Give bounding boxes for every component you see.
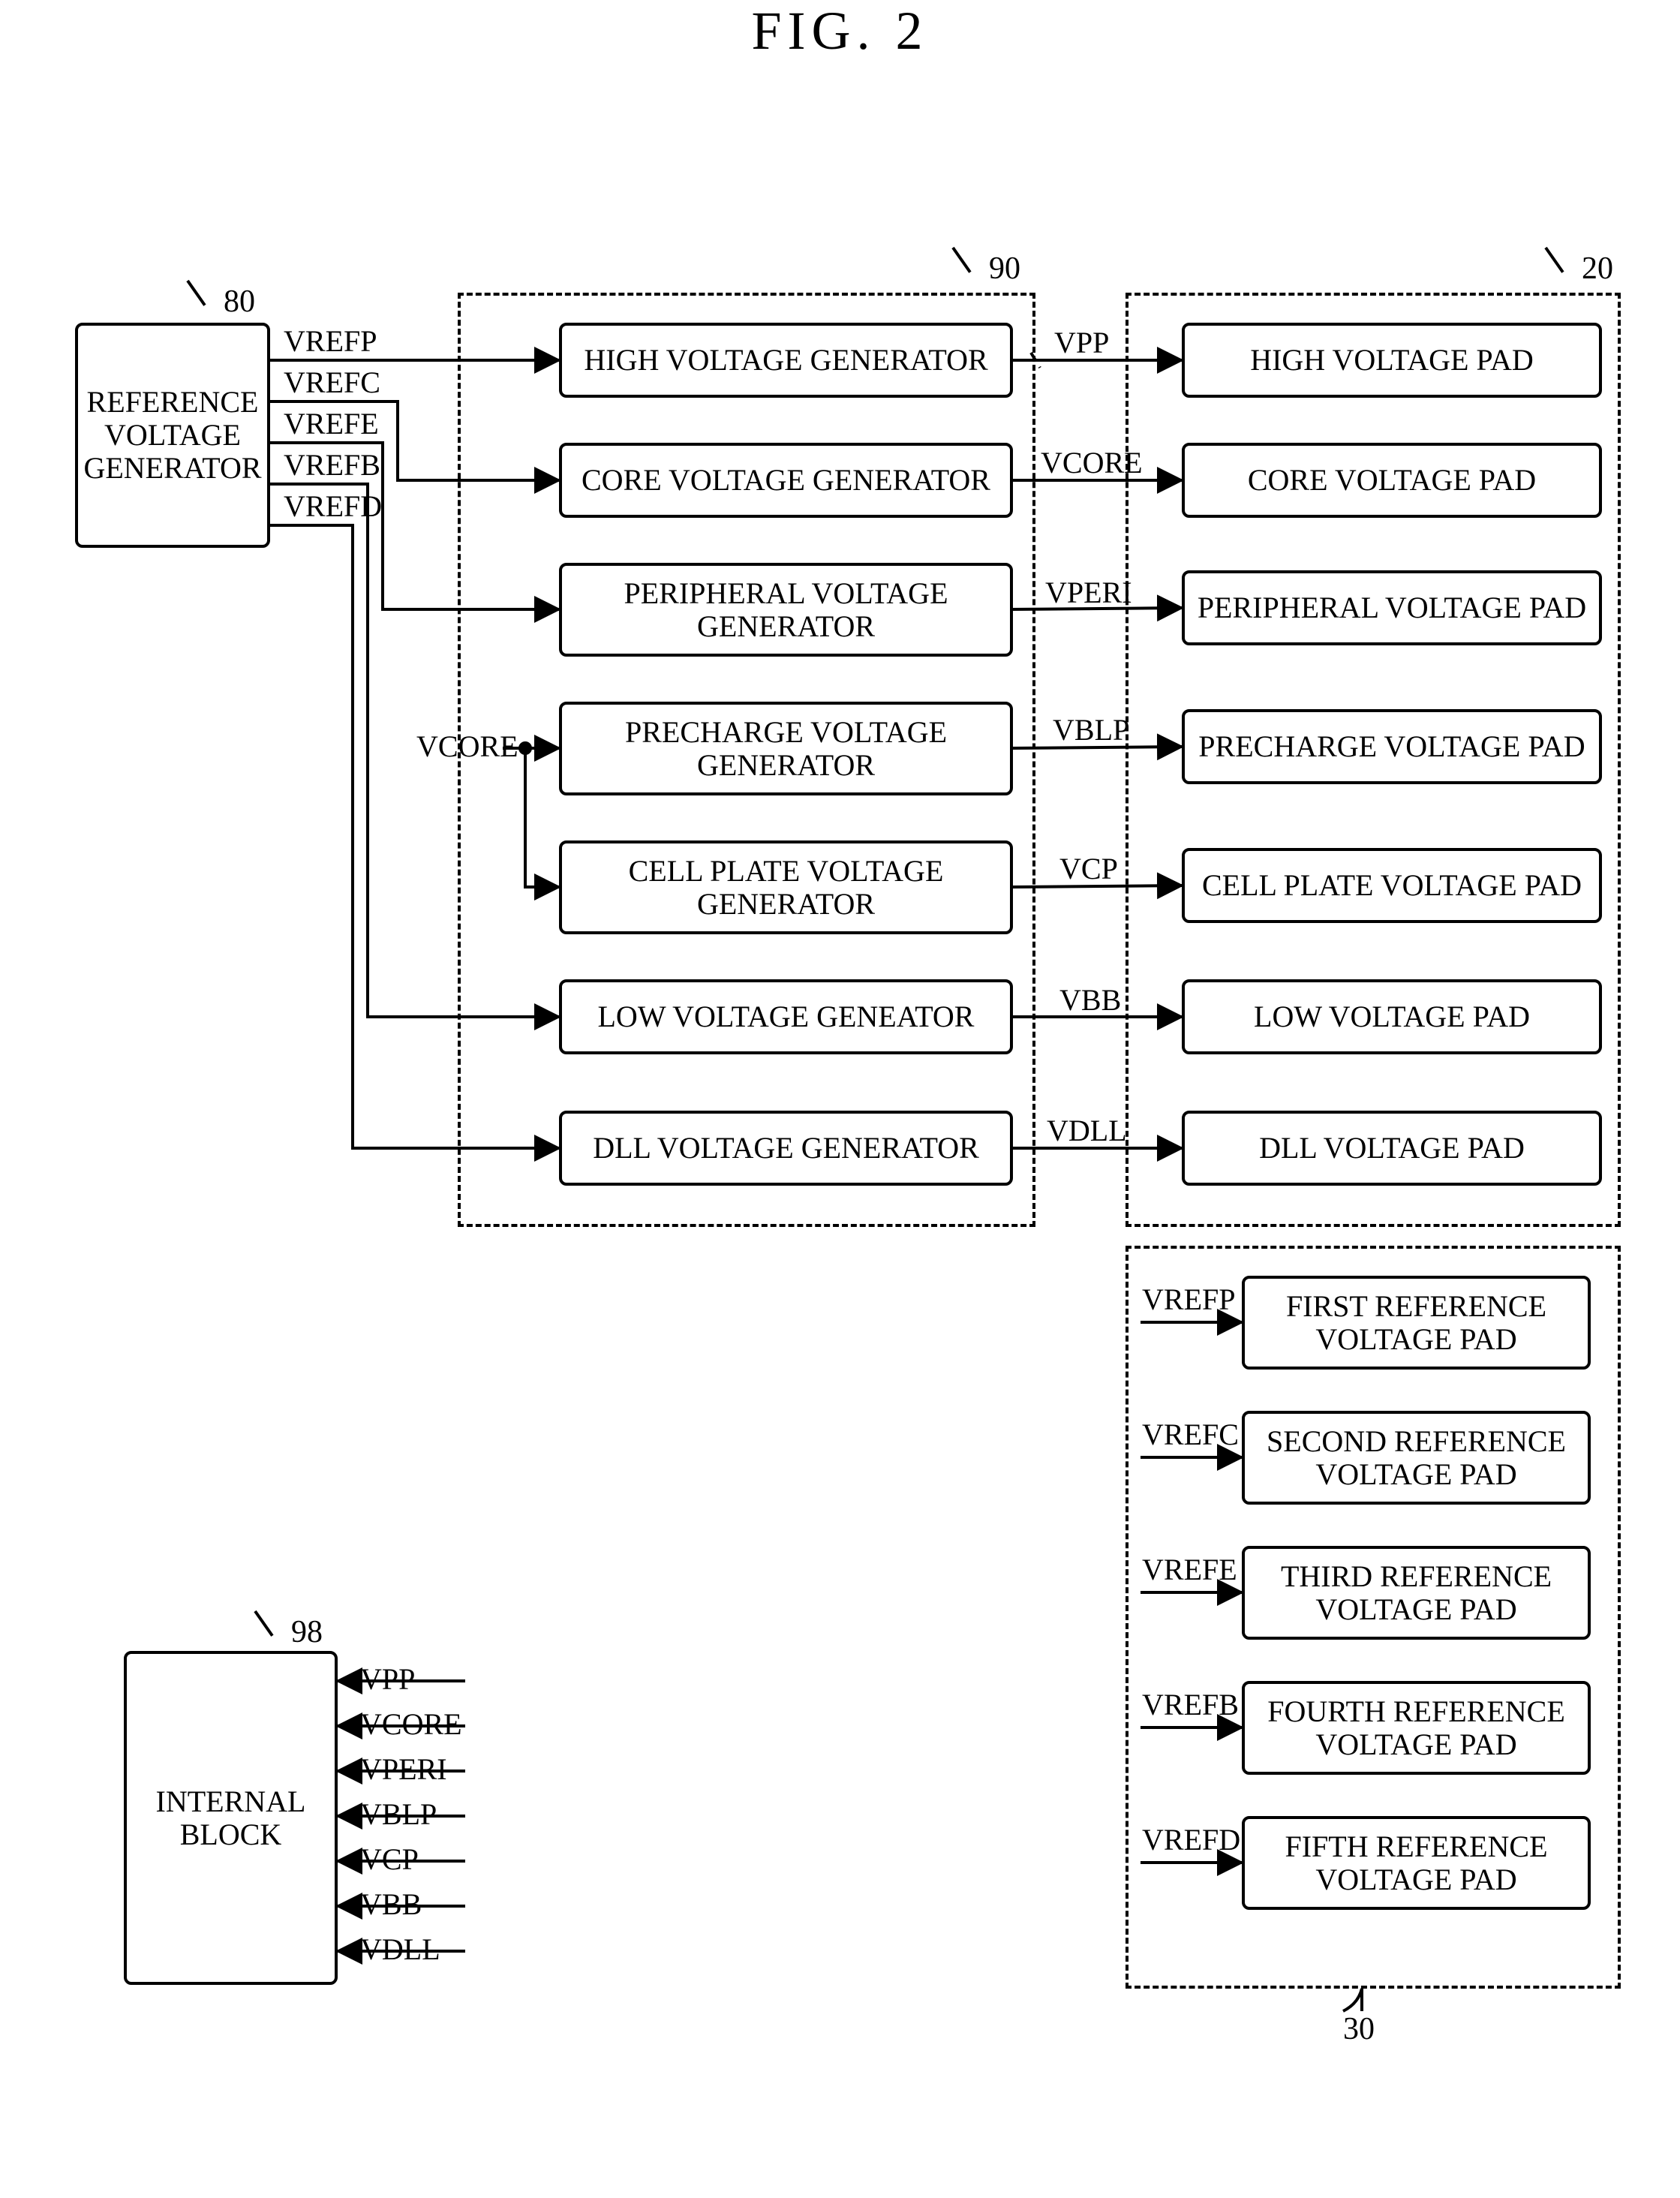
sig-int-vcp: VCP	[360, 1845, 419, 1875]
sig-vcore-in: VCORE	[416, 732, 518, 762]
refnum-20-label: 20	[1582, 251, 1613, 287]
block-fourth-ref-voltage-pad: FOURTH REFERENCE VOLTAGE PAD	[1242, 1681, 1591, 1775]
block-dll-voltage-pad: DLL VOLTAGE PAD	[1182, 1111, 1602, 1186]
block-low-voltage-generator: LOW VOLTAGE GENEATOR	[559, 979, 1013, 1054]
sig-int-vdll: VDLL	[360, 1935, 440, 1965]
block-first-ref-voltage-pad: FIRST REFERENCE VOLTAGE PAD	[1242, 1276, 1591, 1370]
sig-int-vcore: VCORE	[360, 1709, 462, 1739]
block-high-voltage-generator: HIGH VOLTAGE GENERATOR	[559, 323, 1013, 398]
tick-icon	[1546, 246, 1582, 291]
tick-icon	[953, 246, 989, 291]
sig-vrefd-out: VREFD	[284, 492, 382, 522]
block-cell-plate-voltage-generator: CELL PLATE VOLTAGE GENERATOR	[559, 840, 1013, 934]
block-second-ref-voltage-pad: SECOND REFERENCE VOLTAGE PAD	[1242, 1411, 1591, 1505]
block-reference-voltage-generator: REFERENCE VOLTAGE GENERATOR	[75, 323, 270, 548]
block-fifth-ref-voltage-pad: FIFTH REFERENCE VOLTAGE PAD	[1242, 1816, 1591, 1910]
sig-vrefe-out: VREFE	[284, 409, 379, 439]
block-internal: INTERNAL BLOCK	[124, 1651, 338, 1985]
sig-vdll: VDLL	[1047, 1116, 1127, 1146]
block-peripheral-voltage-pad: PERIPHERAL VOLTAGE PAD	[1182, 570, 1602, 645]
sig-vrefb-out: VREFB	[284, 450, 380, 480]
refnum-90-label: 90	[989, 251, 1020, 287]
refnum-90: 90	[953, 246, 1020, 291]
sig-int-vblp: VBLP	[360, 1800, 437, 1830]
sig-int-vbb: VBB	[360, 1890, 422, 1920]
tick-icon	[255, 1610, 291, 1655]
sig-vrefc-out: VREFC	[284, 368, 380, 398]
sig-refpad-vrefd: VREFD	[1142, 1825, 1240, 1855]
sig-int-vperi: VPERI	[360, 1754, 447, 1785]
block-precharge-voltage-pad: PRECHARGE VOLTAGE PAD	[1182, 709, 1602, 784]
diagram-canvas: FIG. 2 80 90 20 98 30 REFERENCE VOLTAGE …	[0, 0, 1680, 2198]
sig-vperi: VPERI	[1045, 578, 1132, 608]
block-core-voltage-generator: CORE VOLTAGE GENERATOR	[559, 443, 1013, 518]
block-third-ref-voltage-pad: THIRD REFERENCE VOLTAGE PAD	[1242, 1546, 1591, 1640]
refnum-30: 30	[1343, 2011, 1375, 2047]
sig-vblp: VBLP	[1053, 715, 1129, 745]
block-precharge-voltage-generator: PRECHARGE VOLTAGE GENERATOR	[559, 702, 1013, 795]
sig-vbb: VBB	[1059, 985, 1121, 1015]
block-peripheral-voltage-generator: PERIPHERAL VOLTAGE GENERATOR	[559, 563, 1013, 657]
tick-icon	[188, 279, 224, 324]
sig-refpad-vrefc: VREFC	[1142, 1420, 1239, 1450]
sig-refpad-vrefe: VREFE	[1142, 1555, 1237, 1585]
sig-vcp: VCP	[1059, 854, 1118, 884]
sig-vrefp-out: VREFP	[284, 326, 377, 356]
figure-title: FIG. 2	[0, 0, 1680, 62]
block-cell-plate-voltage-pad: CELL PLATE VOLTAGE PAD	[1182, 848, 1602, 923]
refnum-20: 20	[1546, 246, 1613, 291]
sig-refpad-vrefb: VREFB	[1142, 1690, 1239, 1720]
sig-int-vpp: VPP	[360, 1664, 415, 1694]
refnum-80-label: 80	[224, 284, 255, 320]
block-core-voltage-pad: CORE VOLTAGE PAD	[1182, 443, 1602, 518]
sig-vcore: VCORE	[1041, 448, 1143, 478]
refnum-98: 98	[255, 1610, 323, 1655]
block-low-voltage-pad: LOW VOLTAGE PAD	[1182, 979, 1602, 1054]
block-dll-voltage-generator: DLL VOLTAGE GENERATOR	[559, 1111, 1013, 1186]
refnum-30-label: 30	[1343, 2011, 1375, 2047]
block-high-voltage-pad: HIGH VOLTAGE PAD	[1182, 323, 1602, 398]
refnum-98-label: 98	[291, 1614, 323, 1650]
sig-vpp: VPP	[1054, 328, 1109, 358]
refnum-80: 80	[188, 279, 255, 324]
sig-refpad-vrefp: VREFP	[1142, 1285, 1236, 1315]
